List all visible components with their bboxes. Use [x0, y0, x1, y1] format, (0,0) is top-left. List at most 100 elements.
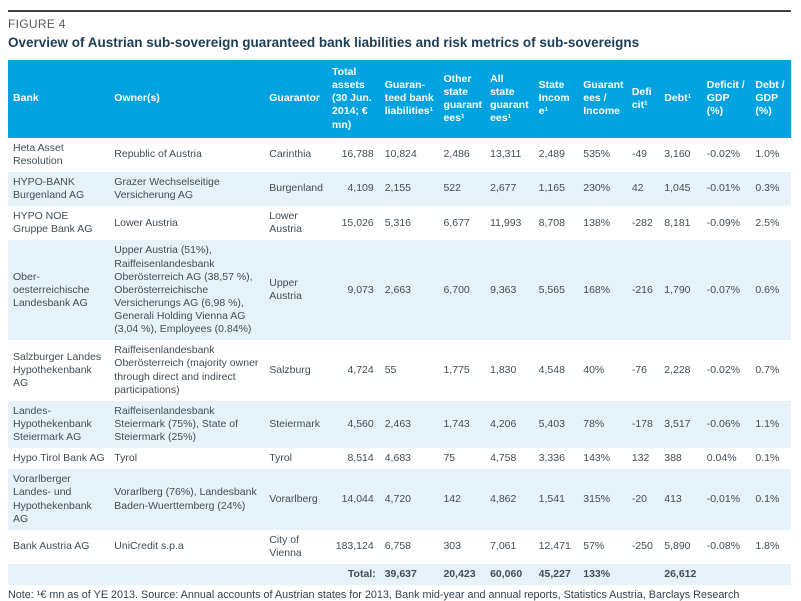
- all-state-guarantees-cell: 11,993: [490, 216, 522, 229]
- debt-cell: 1,045: [659, 171, 702, 207]
- source-note: Note: ¹€ mn as of YE 2013. Source: Annua…: [8, 589, 740, 601]
- total-other-state-guarantees: 20,423: [438, 564, 486, 586]
- deficit-gdp-cell: -0.01%: [701, 469, 751, 530]
- total-row: Total: 39,637 20,423 60,060 45,227 133% …: [8, 564, 791, 586]
- table-row: Landes-Hypothekenbank Steiermark AG Raif…: [8, 400, 791, 449]
- debt-gdp-cell: 0.1%: [755, 452, 780, 465]
- owner-cell: Republic of Austria: [114, 148, 202, 161]
- owner-cell: Tyrol: [114, 452, 138, 465]
- owner-cell: UniCredit s.p.a: [114, 540, 184, 553]
- column-header: Guarantees / Income: [578, 60, 627, 138]
- column-header: Total assets (30 Jun. 2014; € mn): [327, 60, 380, 138]
- guarantor-cell: Upper Austria: [264, 240, 328, 341]
- total-debt: 26,612: [659, 564, 702, 586]
- table-row: Heta Asset Resolution Republic of Austri…: [8, 138, 791, 172]
- debt-gdp-cell: 0.6%: [750, 240, 791, 341]
- guaranteed-bank-liabilities-cell: 10,824: [384, 148, 417, 161]
- owner-cell: Vorarlberg (76%), Landesbank Baden-Wuert…: [109, 469, 265, 530]
- bank-cell: HYPO-BANK Burgenland AG: [8, 171, 110, 207]
- bank-cell: Hypo Tirol Bank AG: [13, 452, 105, 465]
- debt-gdp-cell: 0.7%: [755, 363, 780, 376]
- column-header: Other state guarantees¹: [438, 60, 486, 138]
- other-state-guarantees-cell: 142: [438, 469, 486, 530]
- guarantor-cell: Steiermark: [264, 400, 328, 449]
- column-header: Bank: [8, 60, 110, 138]
- debt-gdp-cell: 1.1%: [750, 400, 791, 449]
- all-state-guarantees-cell: 9,363: [485, 240, 534, 341]
- debt-gdp-cell: 0.1%: [750, 469, 791, 530]
- guarantees-income-cell: 168%: [578, 240, 627, 341]
- debt-gdp-cell: 1.8%: [755, 540, 780, 553]
- guarantees-income-cell: 230%: [578, 171, 627, 207]
- guarantees-income-cell: 40%: [583, 363, 605, 376]
- debt-cell: 413: [659, 469, 702, 530]
- guarantor-cell: Tyrol: [269, 452, 293, 465]
- column-header: State Income¹: [533, 60, 579, 138]
- debt-cell: 5,890: [664, 540, 691, 553]
- guarantees-income-cell: 315%: [578, 469, 627, 530]
- guaranteed-bank-liabilities-cell: 6,758: [384, 540, 411, 553]
- all-state-guarantees-cell: 4,758: [490, 452, 517, 465]
- total-guarantees-income: 133%: [578, 564, 627, 586]
- other-state-guarantees-cell: 6,677: [443, 216, 470, 229]
- total-assets-cell: 16,788: [341, 148, 374, 161]
- total-empty-owner: [109, 564, 265, 586]
- total-assets-cell: 4,560: [327, 400, 380, 449]
- deficit-gdp-cell: -0.02%: [706, 148, 741, 161]
- other-state-guarantees-cell: 522: [438, 171, 486, 207]
- total-assets-cell: 183,124: [335, 540, 374, 553]
- guarantees-income-cell: 57%: [583, 540, 605, 553]
- guarantor-cell: Burgenland: [264, 171, 328, 207]
- column-header: Deficit / GDP (%): [701, 60, 751, 138]
- figure-container: FIGURE 4 Overview of Austrian sub-sovere…: [8, 10, 791, 601]
- figure-label: FIGURE 4: [8, 17, 66, 31]
- guaranteed-bank-liabilities-cell: 4,683: [384, 452, 411, 465]
- other-state-guarantees-cell: 6,700: [438, 240, 486, 341]
- debt-cell: 2,228: [664, 363, 691, 376]
- total-empty-guarantor: [264, 564, 328, 586]
- table-row: Salzburger Landes Hypothekenbank AG Raif…: [8, 340, 791, 401]
- deficit-cell: -20: [626, 469, 660, 530]
- deficit-gdp-cell: -0.02%: [706, 363, 741, 376]
- all-state-guarantees-cell: 1,830: [490, 363, 517, 376]
- all-state-guarantees-cell: 2,677: [485, 171, 534, 207]
- all-state-guarantees-cell: 4,862: [485, 469, 534, 530]
- debt-gdp-cell: 1.0%: [755, 148, 780, 161]
- total-state-income: 45,227: [533, 564, 579, 586]
- debt-cell: 3,517: [659, 400, 702, 449]
- bank-cell: HYPO NOE Gruppe Bank AG: [13, 210, 93, 236]
- debt-cell: 1,790: [659, 240, 702, 341]
- guarantees-income-cell: 138%: [583, 216, 611, 229]
- all-state-guarantees-cell: 4,206: [485, 400, 534, 449]
- total-all-state-guarantees: 60,060: [485, 564, 534, 586]
- other-state-guarantees-cell: 1,743: [438, 400, 486, 449]
- guarantor-cell: Vorarlberg: [264, 469, 328, 530]
- owner-cell: Raiffeisenlandesbank Oberösterreich (maj…: [114, 344, 259, 396]
- column-header: Guarantor: [264, 60, 328, 138]
- debt-cell: 3,160: [664, 148, 691, 161]
- table-row: Hypo Tirol Bank AG Tyrol Tyrol 8,514 4,6…: [8, 448, 791, 469]
- bank-cell: Bank Austria AG: [13, 540, 90, 553]
- debt-cell: 8,181: [664, 216, 691, 229]
- table-body: Heta Asset Resolution Republic of Austri…: [8, 138, 791, 564]
- owner-cell: Grazer Wechselseitige Versicherung AG: [109, 171, 265, 207]
- debt-cell: 388: [664, 452, 682, 465]
- total-assets-cell: 9,073: [327, 240, 380, 341]
- table-total-section: Total: 39,637 20,423 60,060 45,227 133% …: [8, 564, 791, 586]
- state-income-cell: 12,471: [538, 540, 571, 553]
- total-assets-cell: 4,109: [327, 171, 380, 207]
- column-header: Debt¹: [659, 60, 702, 138]
- debt-gdp-cell: 0.3%: [750, 171, 791, 207]
- deficit-gdp-cell: -0.01%: [701, 171, 751, 207]
- deficit-gdp-cell: -0.09%: [706, 216, 741, 229]
- guarantees-income-cell: 143%: [583, 452, 611, 465]
- deficit-cell: -216: [626, 240, 660, 341]
- guaranteed-bank-liabilities-cell: 4,720: [379, 469, 439, 530]
- state-income-cell: 1,541: [533, 469, 579, 530]
- other-state-guarantees-cell: 75: [443, 452, 456, 465]
- other-state-guarantees-cell: 2,486: [443, 148, 470, 161]
- state-income-cell: 3,336: [538, 452, 565, 465]
- guarantor-cell: City of Vienna: [269, 533, 302, 559]
- total-empty-debt-gdp: [750, 564, 791, 586]
- other-state-guarantees-cell: 1,775: [443, 363, 470, 376]
